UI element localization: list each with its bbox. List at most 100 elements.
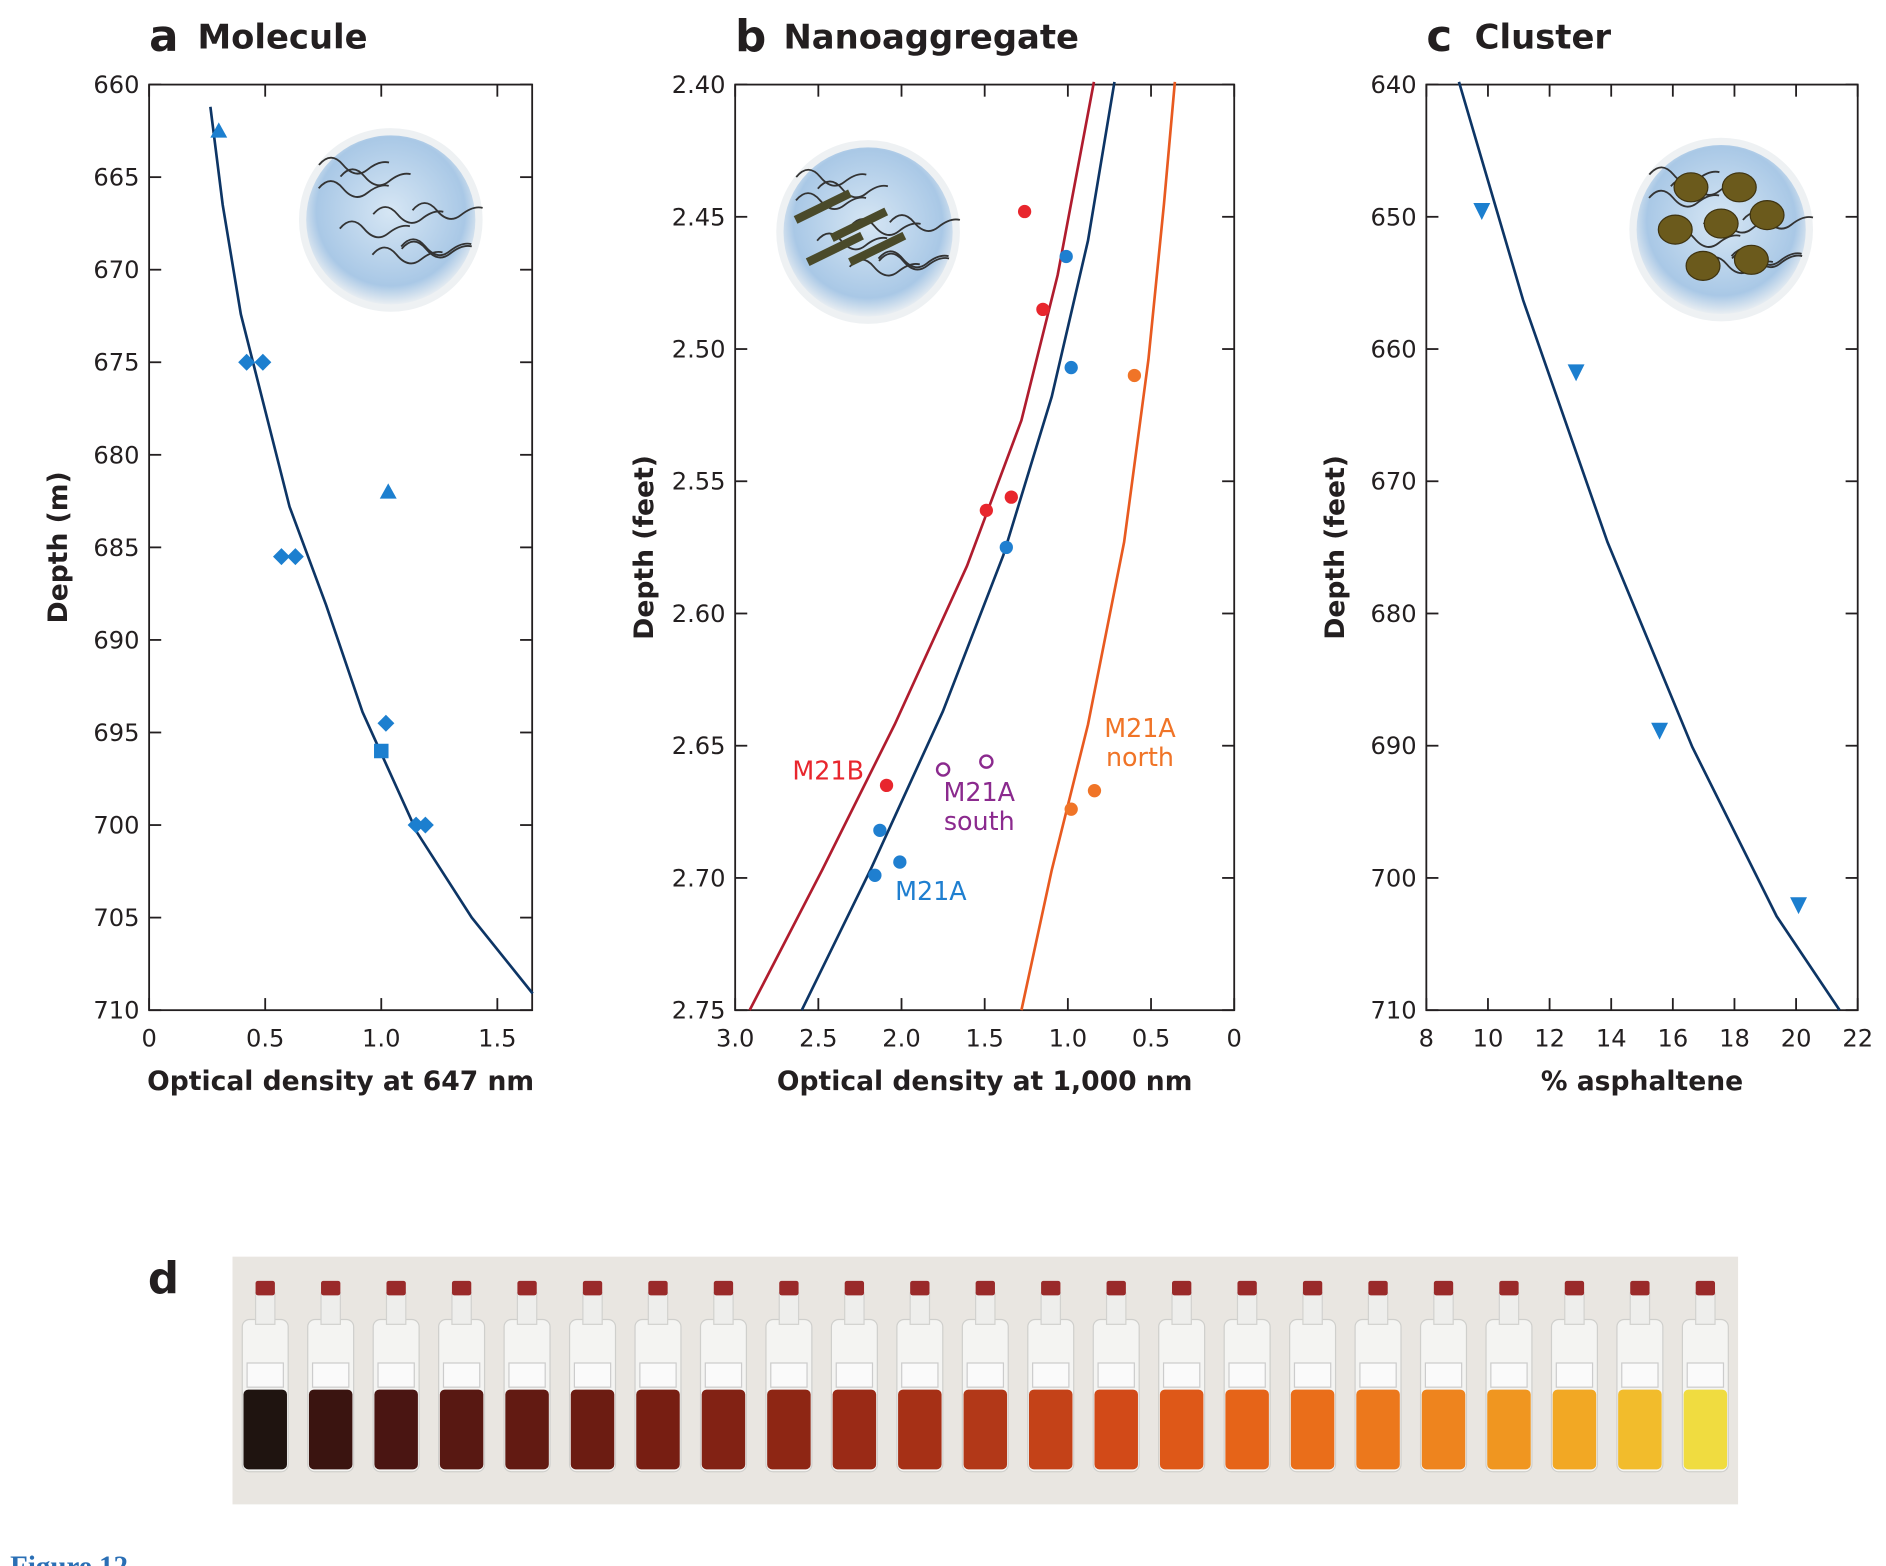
vial-liquid (832, 1389, 877, 1470)
icon (783, 147, 953, 317)
series-label: M21A (895, 876, 967, 906)
vial-cap (386, 1280, 406, 1296)
vial-neck (975, 1292, 996, 1325)
y-tick-label: 690 (93, 626, 139, 654)
x-tick-label: 3.0 (716, 1024, 754, 1052)
icon-strand (317, 180, 389, 198)
vial-cap (1499, 1280, 1519, 1296)
y-tick-label: 660 (1371, 335, 1417, 363)
point (1059, 249, 1073, 264)
panel-title: Cluster (1475, 17, 1612, 56)
vial-label (1359, 1362, 1397, 1388)
icon-particle (1703, 208, 1739, 239)
vial-liquid (439, 1389, 484, 1470)
y-tick-label: 680 (1371, 600, 1417, 628)
vial-liquid (701, 1389, 746, 1470)
point (210, 122, 228, 138)
point (868, 868, 882, 882)
vial-neck (647, 1292, 669, 1325)
vial-label (966, 1362, 1005, 1388)
panel-title: Molecule (197, 17, 367, 56)
vial-cap (517, 1280, 537, 1296)
y-axis-label: Depth (m) (43, 471, 74, 623)
icon-particle (1721, 172, 1757, 203)
vial-neck (1433, 1292, 1454, 1325)
y-tick-label: 2.70 (672, 864, 726, 892)
icon-strand (889, 214, 961, 232)
point (416, 816, 434, 834)
y-tick-label: 710 (1371, 997, 1417, 1025)
point (238, 353, 256, 371)
x-tick-label: 0.5 (246, 1024, 284, 1052)
point (999, 540, 1013, 555)
vial-label (1097, 1362, 1135, 1388)
vial-liquid (570, 1389, 615, 1470)
vial-cap (1106, 1280, 1126, 1296)
vial-liquid (1094, 1389, 1138, 1470)
y-tick-label: 670 (1371, 468, 1417, 496)
panel: a Molecule 660 665 670 675 680 685 690 695 700 705 7… (43, 12, 534, 1097)
x-tick-label: 12 (1534, 1024, 1565, 1052)
point (873, 823, 887, 837)
icon-strand (795, 192, 867, 210)
vial-neck (1302, 1292, 1323, 1325)
x-tick-label: 2.0 (882, 1024, 920, 1052)
vial-label (1032, 1362, 1070, 1388)
panel-letter: d (148, 1254, 179, 1304)
vial-label (639, 1362, 677, 1388)
vial-cap (255, 1280, 275, 1296)
vial-label (377, 1362, 415, 1388)
vial-liquid (1421, 1389, 1466, 1470)
point (377, 714, 395, 732)
vial-neck (582, 1292, 603, 1325)
vial-liquid (898, 1389, 942, 1470)
vial-label (1686, 1362, 1725, 1388)
y-tick-label: 2.40 (672, 71, 726, 99)
vial-label (704, 1362, 743, 1388)
fit-curve (748, 81, 1096, 1011)
vial-liquid (1683, 1389, 1728, 1470)
x-tick-label: 16 (1657, 1024, 1688, 1052)
point (1790, 897, 1808, 915)
y-tick-label: 2.60 (672, 600, 726, 628)
icon-strand (795, 168, 867, 187)
icon-particle (1657, 214, 1693, 245)
point (1651, 722, 1669, 740)
fit-curve (1020, 81, 1177, 1011)
fit-curve (800, 81, 1116, 1011)
icon-sheet (829, 207, 889, 242)
point (893, 855, 907, 869)
vial-cap (451, 1280, 472, 1296)
vial-liquid (1618, 1389, 1662, 1470)
series-label: M21A north (1104, 713, 1176, 772)
point (254, 353, 272, 371)
icon-strand (817, 180, 889, 199)
vial-neck (1367, 1292, 1389, 1325)
icon-strand (878, 252, 950, 271)
x-tick-label: 0.5 (1132, 1024, 1170, 1052)
vial-liquid (1487, 1389, 1531, 1470)
point (1087, 784, 1102, 798)
vial-label (901, 1362, 939, 1388)
icon-sheet (805, 231, 864, 267)
icon-strand (339, 168, 411, 187)
series-label: M21B (792, 755, 864, 785)
vial-neck (844, 1292, 865, 1325)
icon-strand (372, 206, 444, 224)
vial-label (1162, 1362, 1201, 1388)
y-tick-label: 695 (93, 719, 139, 747)
vial-neck (1040, 1292, 1062, 1325)
point (1004, 490, 1018, 504)
vial-label (770, 1362, 808, 1388)
icon-particle (1685, 250, 1721, 281)
y-tick-label: 680 (93, 441, 139, 469)
x-tick-label: 8 (1419, 1024, 1434, 1052)
vial-liquid (1356, 1389, 1400, 1470)
point (1064, 360, 1078, 375)
panel: b Nanoaggregate2.402.452.502.552.602.652.… (629, 12, 1242, 1097)
vial-cap (1302, 1280, 1323, 1296)
point (935, 762, 951, 777)
x-tick-label: 18 (1719, 1024, 1750, 1052)
point (1127, 368, 1142, 383)
x-tick-label: 1.0 (362, 1024, 400, 1052)
